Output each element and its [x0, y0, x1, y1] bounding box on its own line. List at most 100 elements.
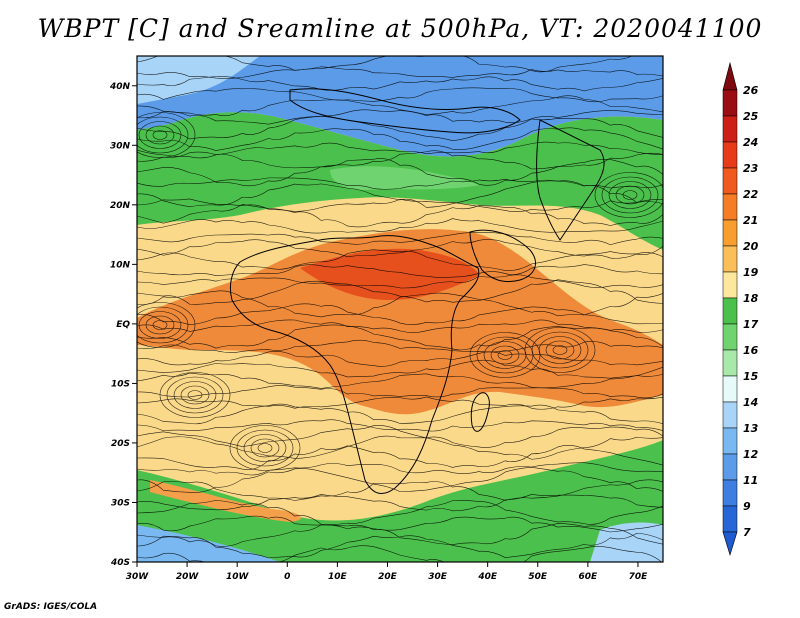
- vortex-ring: [524, 327, 596, 373]
- streamline: [137, 198, 663, 213]
- vortex-ring: [145, 125, 175, 145]
- streamline: [137, 466, 663, 493]
- streamline: [137, 87, 663, 103]
- streamline: [137, 290, 663, 318]
- colorbar-swatch: [722, 297, 738, 325]
- longitude-axis: 30W 20W 10W 0 10E 20E 30E 40E 50E 60E 70E: [126, 562, 648, 582]
- vortex-ring: [469, 332, 541, 378]
- streamline: [137, 218, 663, 234]
- colorbar-label: 12: [743, 448, 759, 461]
- lat-tick-label: 10S: [111, 379, 130, 389]
- vortex-ring: [250, 438, 280, 458]
- lon-tick-label: 0: [284, 572, 290, 582]
- streamline: [137, 385, 663, 399]
- vortex-ring: [180, 385, 210, 405]
- colorbar-label: 9: [743, 500, 751, 513]
- streamline: [137, 419, 663, 432]
- vortex-ring: [608, 181, 652, 209]
- colorbar-swatch: [722, 427, 738, 455]
- colorbar-swatch: [722, 323, 738, 351]
- streamline: [137, 180, 663, 208]
- colorbar-swatch: [722, 349, 738, 377]
- vortex-ring: [545, 340, 575, 360]
- colorbar-swatch: [722, 401, 738, 429]
- vortex-ring: [152, 130, 168, 140]
- streamline: [137, 403, 663, 425]
- streamline: [137, 127, 663, 151]
- lat-tick-label: 10N: [110, 260, 131, 270]
- vortex-ring: [159, 372, 231, 418]
- colorbar-bottom-arrow: [722, 531, 738, 557]
- vortex-ring: [257, 443, 273, 453]
- streamline: [137, 158, 663, 187]
- vortex-ring: [137, 306, 189, 344]
- vortex-ring: [538, 336, 582, 364]
- region-south-lightblue: [590, 522, 663, 562]
- streamline: [137, 324, 663, 351]
- vortex-ring: [601, 176, 659, 214]
- colorbar-swatch: [722, 453, 738, 481]
- streamline: [137, 76, 663, 92]
- vortex-ring: [145, 315, 175, 335]
- streamlines: [137, 56, 663, 562]
- region-north-lightgreen: [330, 166, 480, 190]
- colorbar-swatch: [722, 89, 738, 117]
- colorbar-swatch: [722, 141, 738, 169]
- colorbar-label: 22: [743, 188, 759, 201]
- lat-tick-label: 30S: [111, 498, 130, 508]
- colorbar-swatch: [722, 479, 738, 507]
- lat-tick-label: 20S: [111, 439, 130, 449]
- grads-credit: GrADS: IGES/COLA: [4, 602, 98, 612]
- chart-title: WBPT [C] and Sreamline at 500hPa, VT: 20…: [37, 14, 763, 43]
- latitude-axis: 40N 30N 20N 10N EQ 10S 20S 30S 40S: [109, 82, 137, 568]
- streamline: [137, 493, 663, 512]
- region-south-green: [137, 440, 663, 562]
- streamline: [137, 66, 663, 79]
- vortex-ring: [152, 320, 168, 330]
- streamline: [137, 204, 663, 228]
- colorbar-label: 14: [743, 396, 758, 409]
- vortex-ring: [497, 350, 513, 360]
- colorbar-label: 25: [743, 110, 759, 123]
- lat-tick-label: 40N: [109, 82, 131, 92]
- lon-tick-label: 10W: [226, 572, 250, 582]
- colorbar-label: 23: [743, 162, 759, 175]
- colorbar-swatch: [722, 505, 738, 533]
- lat-tick-label: 20N: [110, 201, 131, 211]
- lon-tick-label: 10E: [328, 572, 348, 582]
- coastline-india: [536, 119, 605, 241]
- vortex-ring: [594, 172, 663, 218]
- streamline: [137, 319, 663, 333]
- lon-tick-label: 30E: [428, 572, 448, 582]
- region-south-blue: [137, 525, 280, 562]
- streamline: [137, 350, 663, 367]
- vortex-ring: [243, 434, 287, 462]
- vortex-ring: [138, 121, 182, 149]
- colorbar-label: 24: [743, 136, 758, 149]
- coastline-europe: [289, 88, 521, 134]
- colorbar-label: 17: [743, 318, 759, 331]
- colorbar-label: 18: [743, 292, 759, 305]
- colorbar-swatch: [722, 193, 738, 221]
- streamline: [137, 532, 663, 559]
- streamline: [137, 523, 663, 547]
- colorbar-label: 15: [743, 370, 759, 383]
- vortex-ring: [531, 331, 589, 369]
- vortex-ring: [166, 376, 224, 414]
- colorbar-label: 13: [743, 422, 759, 435]
- streamline: [137, 462, 663, 476]
- colorbar-label: 21: [743, 214, 758, 227]
- lat-tick-label: 40S: [110, 558, 130, 568]
- colorbar-swatch: [722, 115, 738, 143]
- region-south-orange-band: [150, 480, 301, 522]
- vortex-ring: [137, 302, 196, 348]
- wbpt-field: [137, 56, 663, 562]
- vortex-ring: [552, 345, 568, 355]
- streamline: [137, 177, 663, 190]
- lon-tick-label: 50E: [528, 572, 548, 582]
- streamline: [137, 515, 663, 533]
- map-frame: [136, 55, 664, 563]
- colorbar-label: 7: [743, 526, 751, 539]
- colorbar-label: 11: [743, 474, 758, 487]
